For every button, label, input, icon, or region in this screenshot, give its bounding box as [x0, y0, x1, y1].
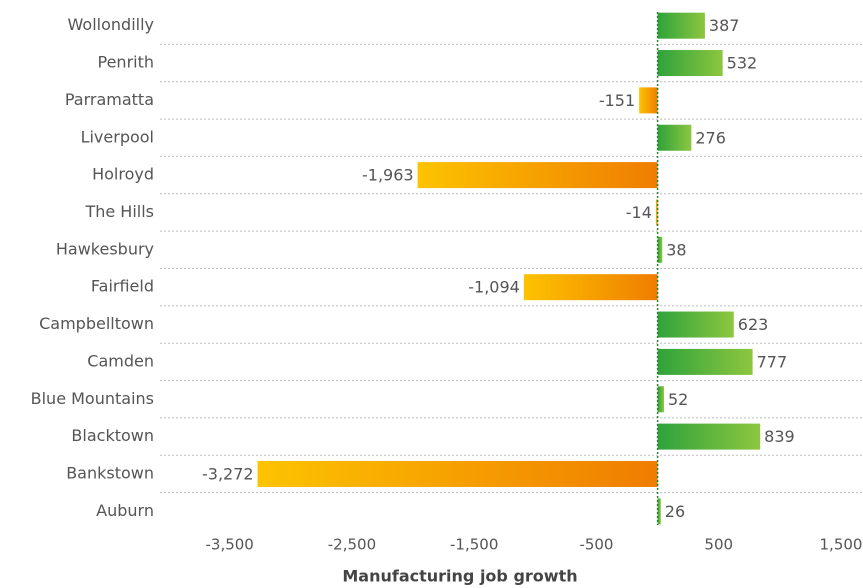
bar — [657, 311, 734, 338]
x-tick-label: -500 — [579, 536, 613, 554]
bar — [657, 50, 723, 77]
bar — [657, 348, 753, 375]
bar — [523, 274, 658, 301]
value-label: 38 — [666, 240, 686, 259]
value-label: -151 — [599, 91, 635, 110]
y-tick-label: Blue Mountains — [31, 389, 154, 408]
bar — [657, 124, 692, 151]
y-tick-label: Fairfield — [91, 277, 154, 296]
value-label: 777 — [757, 352, 788, 371]
bar — [655, 199, 658, 226]
x-tick-label: -2,500 — [328, 536, 376, 554]
y-tick-label: Wollondilly — [68, 15, 154, 34]
y-tick-label: Auburn — [96, 501, 154, 520]
bar — [657, 423, 761, 450]
y-tick-label: The Hills — [84, 202, 154, 221]
y-tick-label: Holroyd — [92, 165, 154, 184]
y-tick-label: Hawkesbury — [56, 239, 154, 258]
value-label: -14 — [626, 203, 652, 222]
value-label: -1,963 — [362, 166, 414, 185]
y-tick-label: Camden — [87, 351, 154, 370]
bar — [657, 386, 664, 413]
y-tick-label: Campbelltown — [39, 314, 154, 333]
x-tick-label: -1,500 — [450, 536, 498, 554]
value-label: 276 — [695, 128, 726, 147]
value-label: 26 — [665, 502, 685, 521]
x-axis-title: Manufacturing job growth — [342, 567, 577, 586]
y-tick-label: Penrith — [98, 53, 155, 72]
value-label: 532 — [727, 54, 758, 73]
bar — [657, 236, 663, 263]
y-tick-label: Parramatta — [65, 90, 154, 109]
value-label: -3,272 — [202, 464, 254, 483]
y-tick-label: Bankstown — [66, 463, 154, 482]
value-label: 839 — [764, 427, 795, 446]
bar — [417, 162, 658, 189]
bar — [639, 87, 658, 114]
bar — [257, 460, 658, 487]
x-tick-label: -3,500 — [206, 536, 254, 554]
value-label: 387 — [709, 16, 740, 35]
bar — [657, 12, 705, 39]
bar — [657, 498, 661, 525]
x-tick-label: 1,500 — [820, 536, 863, 554]
y-tick-label: Blacktown — [71, 426, 154, 445]
value-label: -1,094 — [468, 278, 520, 297]
value-label: 623 — [738, 315, 769, 334]
y-tick-label: Liverpool — [81, 127, 154, 146]
value-label: 52 — [668, 390, 688, 409]
x-tick-label: 500 — [704, 536, 733, 554]
